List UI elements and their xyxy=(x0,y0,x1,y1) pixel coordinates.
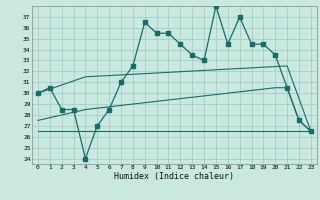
X-axis label: Humidex (Indice chaleur): Humidex (Indice chaleur) xyxy=(115,172,234,181)
